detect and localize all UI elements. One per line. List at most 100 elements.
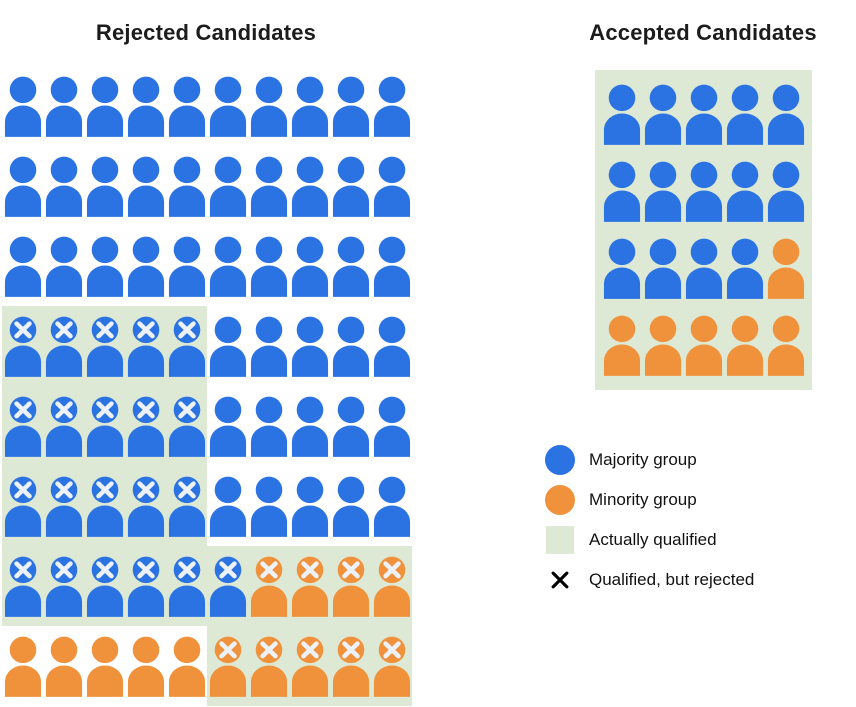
person-icon-blue — [330, 466, 371, 546]
person-icon-blue — [207, 66, 248, 146]
person-icon-orange — [2, 626, 43, 706]
person-icon-blue-x — [166, 386, 207, 466]
person-icon-blue-x — [2, 306, 43, 386]
person-icon-blue-x — [125, 546, 166, 626]
person-icon-blue — [330, 306, 371, 386]
person-icon-orange-x — [330, 546, 371, 626]
rejected-grid — [2, 66, 412, 706]
person-icon-blue — [371, 386, 412, 466]
person-icon-blue — [330, 66, 371, 146]
person-icon-orange-x — [330, 626, 371, 706]
person-icon-blue — [289, 146, 330, 226]
person-icon-blue — [166, 66, 207, 146]
person-icon-blue — [207, 386, 248, 466]
person-icon-orange — [43, 626, 84, 706]
person-icon-blue — [765, 76, 806, 153]
legend-label: Majority group — [589, 449, 697, 469]
orange-circle-icon — [545, 484, 575, 515]
person-icon-orange — [765, 230, 806, 307]
person-icon-blue — [84, 146, 125, 226]
person-icon-blue — [84, 66, 125, 146]
person-icon-blue — [248, 66, 289, 146]
accepted-panel-title: Accepted Candidates — [589, 20, 817, 45]
legend-item-minority-group: Minority group — [545, 484, 754, 515]
rejected-panel-title: Rejected Candidates — [95, 20, 317, 45]
person-icon-blue-x — [166, 546, 207, 626]
person-icon-blue — [289, 66, 330, 146]
person-icon-orange — [683, 307, 724, 384]
person-icon-blue — [2, 66, 43, 146]
person-icon-blue — [248, 226, 289, 306]
person-icon-blue — [642, 153, 683, 230]
person-icon-blue — [207, 466, 248, 546]
person-icon-blue — [601, 76, 642, 153]
legend-item-actually-qualified: Actually qualified — [545, 524, 754, 555]
person-icon-blue — [330, 146, 371, 226]
legend-item-qualified-but-rejected: Qualified, but rejected — [545, 564, 754, 595]
person-icon-blue-x — [43, 306, 84, 386]
person-icon-blue-x — [207, 546, 248, 626]
green-square-icon — [545, 525, 575, 555]
person-icon-blue-x — [43, 546, 84, 626]
person-icon-blue — [248, 386, 289, 466]
person-icon-blue — [642, 76, 683, 153]
legend-label: Qualified, but rejected — [589, 569, 755, 589]
person-icon-orange — [166, 626, 207, 706]
blue-circle-icon — [545, 444, 575, 475]
person-icon-blue — [43, 146, 84, 226]
legend-item-majority-group: Majority group — [545, 444, 754, 475]
person-icon-blue — [2, 226, 43, 306]
person-icon-blue — [330, 226, 371, 306]
person-icon-blue — [166, 226, 207, 306]
person-icon-blue — [2, 146, 43, 226]
person-icon-blue — [371, 306, 412, 386]
person-icon-blue — [248, 466, 289, 546]
person-icon-blue-x — [84, 546, 125, 626]
person-icon-blue — [601, 230, 642, 307]
person-icon-blue-x — [2, 386, 43, 466]
person-icon-blue-x — [84, 306, 125, 386]
person-icon-orange-x — [371, 626, 412, 706]
person-icon-blue-x — [2, 546, 43, 626]
person-icon-blue — [683, 230, 724, 307]
person-icon-blue — [724, 230, 765, 307]
person-icon-blue — [330, 386, 371, 466]
legend-label: Actually qualified — [589, 529, 717, 549]
person-icon-blue — [601, 153, 642, 230]
person-icon-blue — [125, 66, 166, 146]
person-icon-blue-x — [43, 466, 84, 546]
person-icon-blue — [84, 226, 125, 306]
person-icon-blue-x — [43, 386, 84, 466]
person-icon-blue-x — [166, 466, 207, 546]
person-icon-blue — [207, 146, 248, 226]
person-icon-blue — [207, 226, 248, 306]
legend-label: Minority group — [589, 489, 697, 509]
person-icon-blue-x — [125, 306, 166, 386]
person-icon-blue — [166, 146, 207, 226]
person-icon-blue-x — [125, 466, 166, 546]
person-icon-blue — [43, 226, 84, 306]
person-icon-blue — [207, 306, 248, 386]
person-icon-orange — [642, 307, 683, 384]
person-icon-blue — [125, 146, 166, 226]
person-icon-blue — [371, 146, 412, 226]
person-icon-orange-x — [248, 626, 289, 706]
accepted-grid — [601, 76, 806, 384]
person-icon-blue — [642, 230, 683, 307]
person-icon-orange — [765, 307, 806, 384]
person-icon-blue — [125, 226, 166, 306]
person-icon-blue-x — [166, 306, 207, 386]
person-icon-orange-x — [289, 546, 330, 626]
person-icon-blue — [289, 466, 330, 546]
person-icon-blue — [724, 153, 765, 230]
person-icon-blue — [371, 226, 412, 306]
person-icon-orange — [601, 307, 642, 384]
x-mark-icon — [545, 565, 575, 595]
person-icon-blue — [43, 66, 84, 146]
person-icon-blue — [371, 466, 412, 546]
accepted-qualified-region — [595, 70, 812, 390]
person-icon-orange-x — [248, 546, 289, 626]
person-icon-blue — [289, 386, 330, 466]
person-icon-blue — [683, 76, 724, 153]
